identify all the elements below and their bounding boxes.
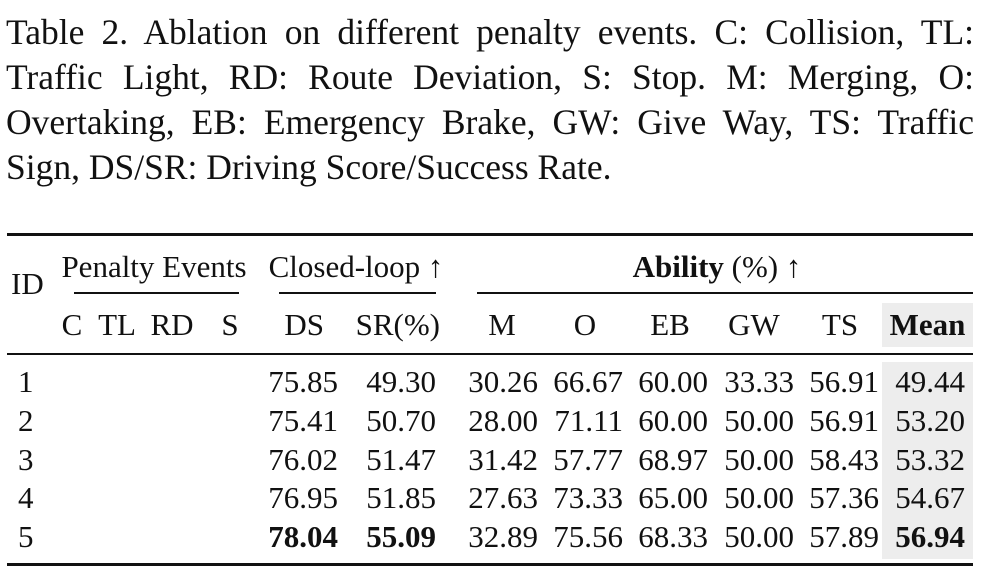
header-ability: Ability (%) ↑ (577, 249, 857, 285)
value-ability: 75.56 (553, 519, 623, 554)
value-sr: 51.85 (366, 480, 436, 515)
table-caption: Table 2. Ablation on different penalty e… (6, 12, 974, 187)
value-ds: 78.04 (268, 519, 338, 554)
value-sr: 50.70 (366, 403, 436, 438)
value-ability: 71.11 (554, 403, 623, 438)
value-ability: 65.00 (638, 480, 708, 515)
value-sr: 51.47 (366, 442, 436, 477)
value-ds: 76.02 (268, 442, 338, 477)
value-ability: 30.26 (468, 364, 538, 399)
ability-group-rule (477, 292, 973, 294)
value-ds: 75.85 (268, 364, 338, 399)
value-ability: 28.00 (468, 403, 538, 438)
row-id: 5 (18, 519, 34, 554)
value-ds: 75.41 (268, 403, 338, 438)
value-mean: 54.67 (895, 480, 965, 515)
header-penalty-events: Penalty Events (61, 249, 247, 284)
header-col-ds: DS (284, 307, 324, 342)
header-col-gw: GW (728, 307, 780, 342)
value-ability: 56.91 (809, 364, 879, 399)
header-col-c: C (61, 307, 83, 342)
header-col-tl: TL (98, 307, 136, 342)
value-ability: 60.00 (638, 364, 708, 399)
value-ability: 57.89 (809, 519, 879, 554)
value-ability: 27.63 (468, 480, 538, 515)
value-ability: 33.33 (724, 364, 794, 399)
value-sr: 55.09 (366, 519, 436, 554)
top-rule (7, 233, 973, 236)
mean-column-header-shade (882, 303, 973, 347)
value-ability: 68.33 (638, 519, 708, 554)
header-closed-loop: Closed-loop ↑ (268, 249, 444, 284)
closed-group-rule (279, 292, 436, 294)
value-ds: 76.95 (268, 480, 338, 515)
header-rule (7, 353, 973, 355)
value-ability: 58.43 (809, 442, 879, 477)
header-col-eb: EB (650, 307, 690, 342)
header-col-sr: SR(%) (355, 307, 440, 342)
value-ability: 50.00 (724, 403, 794, 438)
penalty-group-rule (74, 292, 239, 294)
header-col-o: O (573, 307, 597, 342)
value-mean: 53.32 (895, 442, 965, 477)
value-ability: 73.33 (553, 480, 623, 515)
value-ability: 31.42 (468, 442, 538, 477)
header-col-s: S (221, 307, 239, 342)
header-ability-unit: (%) ↑ (723, 249, 802, 284)
value-ability: 57.36 (809, 480, 879, 515)
header-col-m: M (488, 307, 516, 342)
value-ability: 57.77 (553, 442, 623, 477)
header-col-rd: RD (150, 307, 194, 342)
value-sr: 49.30 (366, 364, 436, 399)
value-ability: 50.00 (724, 442, 794, 477)
value-ability: 66.67 (553, 364, 623, 399)
value-ability: 68.97 (638, 442, 708, 477)
value-mean: 49.44 (895, 364, 965, 399)
bottom-rule (7, 563, 973, 566)
value-mean: 56.94 (895, 519, 965, 554)
header-col-mean: Mean (889, 307, 966, 342)
value-ability: 56.91 (809, 403, 879, 438)
row-id: 2 (18, 403, 34, 438)
mean-column-body-shade (882, 362, 973, 559)
value-ability: 60.00 (638, 403, 708, 438)
value-ability: 50.00 (724, 480, 794, 515)
row-id: 1 (18, 364, 34, 399)
header-ability-bold: Ability (632, 249, 724, 284)
header-col-ts: TS (821, 307, 859, 342)
row-id: 3 (18, 442, 34, 477)
value-ability: 50.00 (724, 519, 794, 554)
value-ability: 32.89 (468, 519, 538, 554)
header-id: ID (11, 266, 44, 301)
row-id: 4 (18, 480, 34, 515)
value-mean: 53.20 (895, 403, 965, 438)
